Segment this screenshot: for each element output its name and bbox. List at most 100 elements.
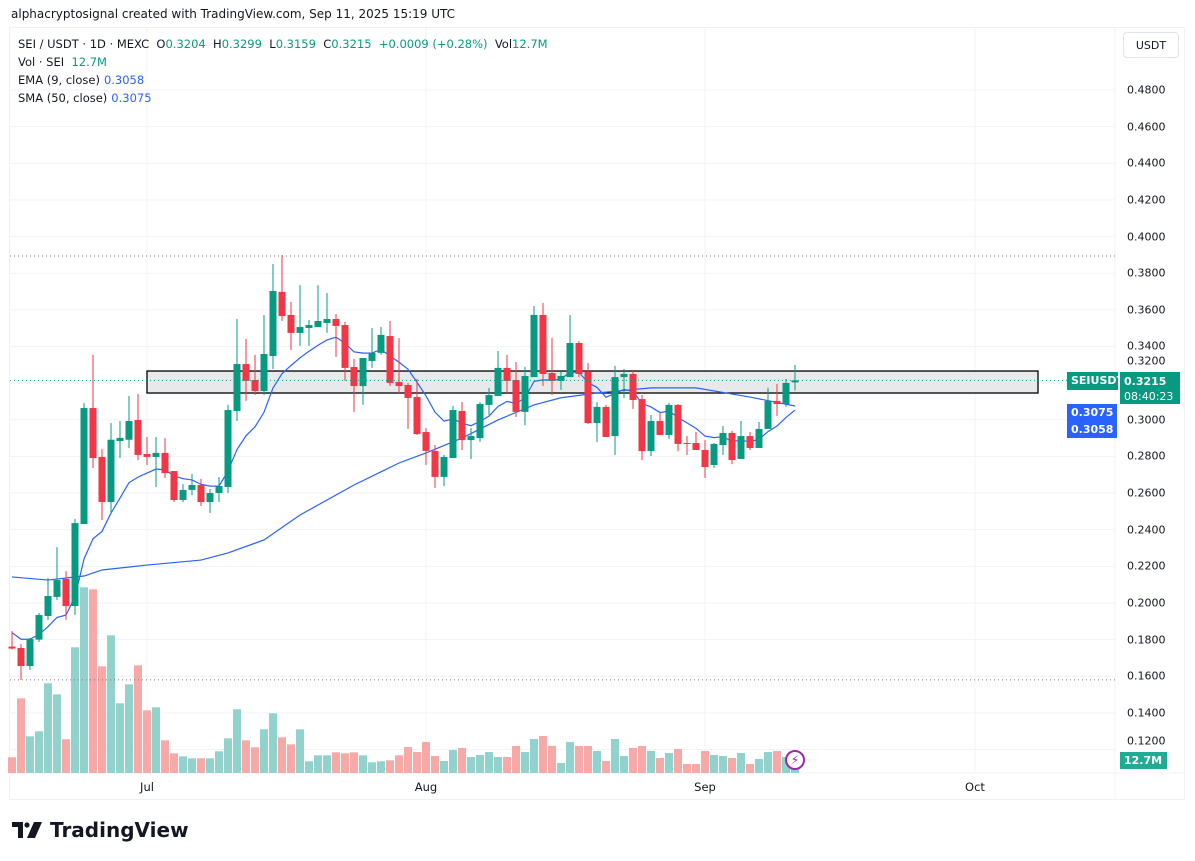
volume-bar	[8, 757, 16, 773]
candle-body	[98, 456, 106, 503]
candle-body	[719, 432, 727, 446]
volume-bar	[503, 757, 511, 773]
legend: SEI / USDT · 1D · MEXC O0.3204 H0.3299 L…	[18, 35, 548, 107]
price-tick-label: 0.1400	[1127, 706, 1166, 720]
candle-body	[215, 486, 223, 494]
volume-bar	[233, 709, 241, 773]
volume-bar	[188, 758, 196, 773]
candle-body	[242, 364, 250, 381]
volume-bar	[341, 753, 349, 773]
chart-frame	[9, 27, 1185, 800]
volume-bar	[314, 755, 322, 773]
candle-body	[710, 443, 718, 466]
volume-bar	[665, 753, 673, 773]
candle-body	[35, 615, 43, 640]
legend-ema-row[interactable]: EMA (9, close) 0.3058	[18, 71, 548, 89]
volume-bar	[323, 755, 331, 773]
volume-bar	[656, 757, 664, 773]
candle-body	[188, 484, 196, 490]
candle-body	[746, 436, 754, 448]
volume-bar	[386, 760, 394, 773]
volume-bar	[710, 755, 718, 773]
candle-body	[359, 358, 367, 387]
candle-body	[728, 432, 736, 461]
time-tick-label: Oct	[965, 780, 985, 794]
candle-body	[584, 371, 592, 424]
candle-body	[503, 367, 511, 381]
candle-body	[422, 432, 430, 451]
sma-price-tag: 0.3075	[1067, 404, 1117, 421]
candle-body	[233, 364, 241, 411]
volume-bar	[584, 745, 592, 773]
volume-bar	[602, 761, 610, 773]
volume-bar	[26, 736, 34, 773]
volume-bar	[611, 739, 619, 773]
price-tick-label: 0.3600	[1127, 303, 1166, 317]
candle-body	[413, 397, 421, 435]
volume-bar	[521, 752, 529, 773]
legend-sma-row[interactable]: SMA (50, close) 0.3075	[18, 89, 548, 107]
candle-body	[404, 384, 412, 398]
volume-bar	[404, 747, 412, 773]
volume-bar	[305, 761, 313, 773]
legend-volume-row[interactable]: Vol · SEI 12.7M	[18, 53, 548, 71]
open-value: 0.3204	[165, 37, 206, 51]
candle-body	[611, 377, 619, 437]
candle-body	[71, 523, 79, 607]
volume-bar	[467, 757, 475, 773]
volume-bar	[575, 745, 583, 773]
legend-symbol[interactable]: SEI / USDT · 1D · MEXC	[18, 37, 150, 51]
volume-bar	[440, 761, 448, 773]
volume-bar	[629, 747, 637, 773]
candle-body	[521, 375, 529, 412]
symbol-tag: SEIUSDT	[1067, 372, 1124, 390]
candle-body	[125, 421, 133, 440]
volume-bar	[44, 683, 52, 773]
tradingview-logo[interactable]: TradingView	[12, 818, 189, 842]
price-tick-label: 0.2200	[1127, 559, 1166, 573]
volume-bar	[755, 759, 763, 773]
candle-body	[341, 325, 349, 368]
volume-bar	[476, 755, 484, 773]
candle-body	[458, 410, 466, 441]
volume-bar	[593, 751, 601, 773]
candle-body	[764, 400, 772, 429]
candle-body	[206, 493, 214, 503]
price-tick-label: 0.1200	[1127, 734, 1166, 748]
support-resistance-zone	[146, 370, 1039, 394]
candle-body	[89, 408, 97, 459]
candle-body	[620, 373, 628, 378]
candle-body	[773, 400, 781, 405]
volume-bar	[449, 749, 457, 773]
volume-bar	[287, 744, 295, 773]
candle-body	[755, 428, 763, 448]
candle-body	[350, 366, 358, 387]
volume-bar	[728, 757, 736, 773]
vol-label: Vol	[494, 37, 513, 51]
candle-body	[665, 404, 673, 435]
candle-body	[62, 578, 70, 607]
volume-bar	[485, 752, 493, 773]
candle-body	[575, 342, 583, 374]
candle-body	[656, 421, 664, 435]
volume-bar	[260, 729, 268, 773]
candle-body	[107, 439, 115, 503]
candle-body	[539, 314, 547, 374]
close-value: 0.3215	[331, 37, 372, 51]
candle-body	[476, 404, 484, 439]
currency-button[interactable]: USDT	[1123, 32, 1179, 58]
volume-bar	[512, 745, 520, 773]
price-tick-label: 0.2400	[1127, 523, 1166, 537]
lightning-icon[interactable]: ⚡	[785, 750, 805, 770]
candle-body	[269, 290, 277, 357]
candle-body	[629, 373, 637, 400]
price-tick-label: 0.2000	[1127, 596, 1166, 610]
chart-title: alphacryptosignal created with TradingVi…	[11, 7, 456, 21]
price-tick-label: 0.2800	[1127, 449, 1166, 463]
volume-bar	[737, 753, 745, 773]
candle-body	[80, 408, 88, 525]
volume-bar	[35, 731, 43, 773]
sma-label: SMA (50, close)	[18, 91, 108, 105]
volume-bar	[683, 763, 691, 773]
